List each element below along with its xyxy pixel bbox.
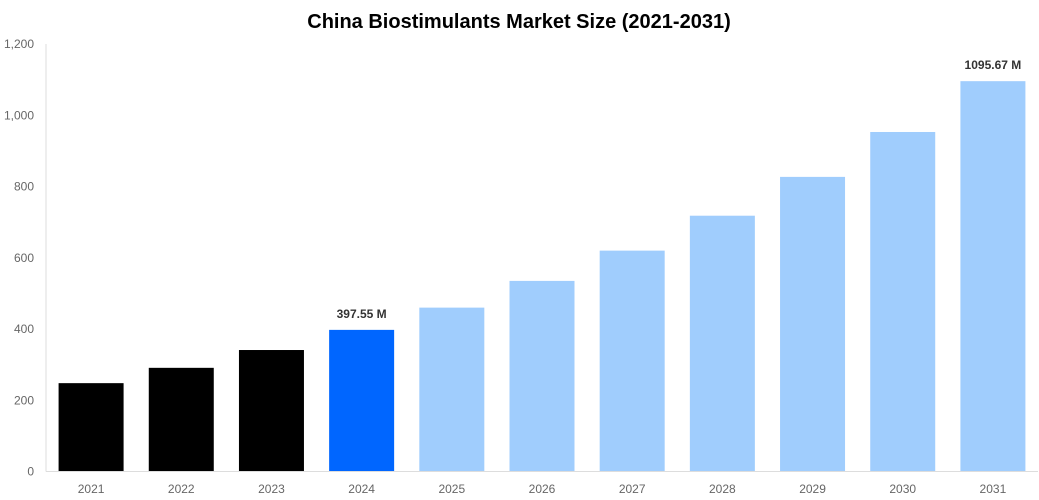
- y-tick-label: 200: [14, 393, 34, 407]
- x-tick-label: 2024: [348, 482, 375, 496]
- data-labels: 397.55 M 1095.67 M: [337, 58, 1022, 321]
- bar-2022: [148, 367, 214, 472]
- x-tick-label: 2030: [889, 482, 916, 496]
- y-axis: 0 200 400 600 800 1,000 1,200: [4, 37, 47, 479]
- bar-2021: [58, 383, 124, 472]
- bar-2031: [960, 81, 1026, 472]
- bar-2025: [419, 307, 485, 472]
- bar-2023: [238, 350, 304, 472]
- bar-2029: [780, 176, 846, 472]
- y-tick-label: 800: [14, 180, 34, 194]
- bar-2026: [509, 280, 575, 472]
- bar-2030: [870, 131, 936, 472]
- bar-2024: [329, 329, 395, 472]
- x-tick-label: 2027: [619, 482, 646, 496]
- x-tick-label: 2029: [799, 482, 826, 496]
- y-tick-label: 600: [14, 251, 34, 265]
- x-tick-label: 2026: [529, 482, 556, 496]
- data-label-2024: 397.55 M: [337, 307, 387, 321]
- x-tick-label: 2031: [980, 482, 1007, 496]
- bar-2027: [599, 250, 665, 472]
- bar-2028: [689, 215, 755, 472]
- x-tick-label: 2022: [168, 482, 195, 496]
- x-tick-label: 2028: [709, 482, 736, 496]
- bars: [58, 81, 1026, 472]
- chart-title: China Biostimulants Market Size (2021-20…: [307, 11, 730, 33]
- data-label-2031: 1095.67 M: [965, 58, 1022, 72]
- x-tick-label: 2025: [438, 482, 465, 496]
- x-tick-label: 2021: [78, 482, 105, 496]
- y-tick-label: 400: [14, 322, 34, 336]
- x-tick-label: 2023: [258, 482, 285, 496]
- x-axis: 2021 2022 2023 2024 2025 2026 2027 2028 2029 2030…: [46, 471, 1038, 496]
- y-tick-label: 1,000: [4, 108, 34, 122]
- y-tick-label: 1,200: [4, 37, 34, 51]
- y-tick-label: 0: [27, 465, 34, 479]
